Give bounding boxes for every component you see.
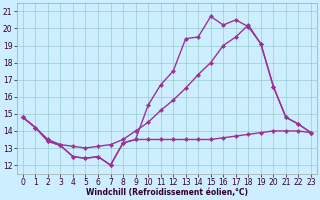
X-axis label: Windchill (Refroidissement éolien,°C): Windchill (Refroidissement éolien,°C) bbox=[86, 188, 248, 197]
